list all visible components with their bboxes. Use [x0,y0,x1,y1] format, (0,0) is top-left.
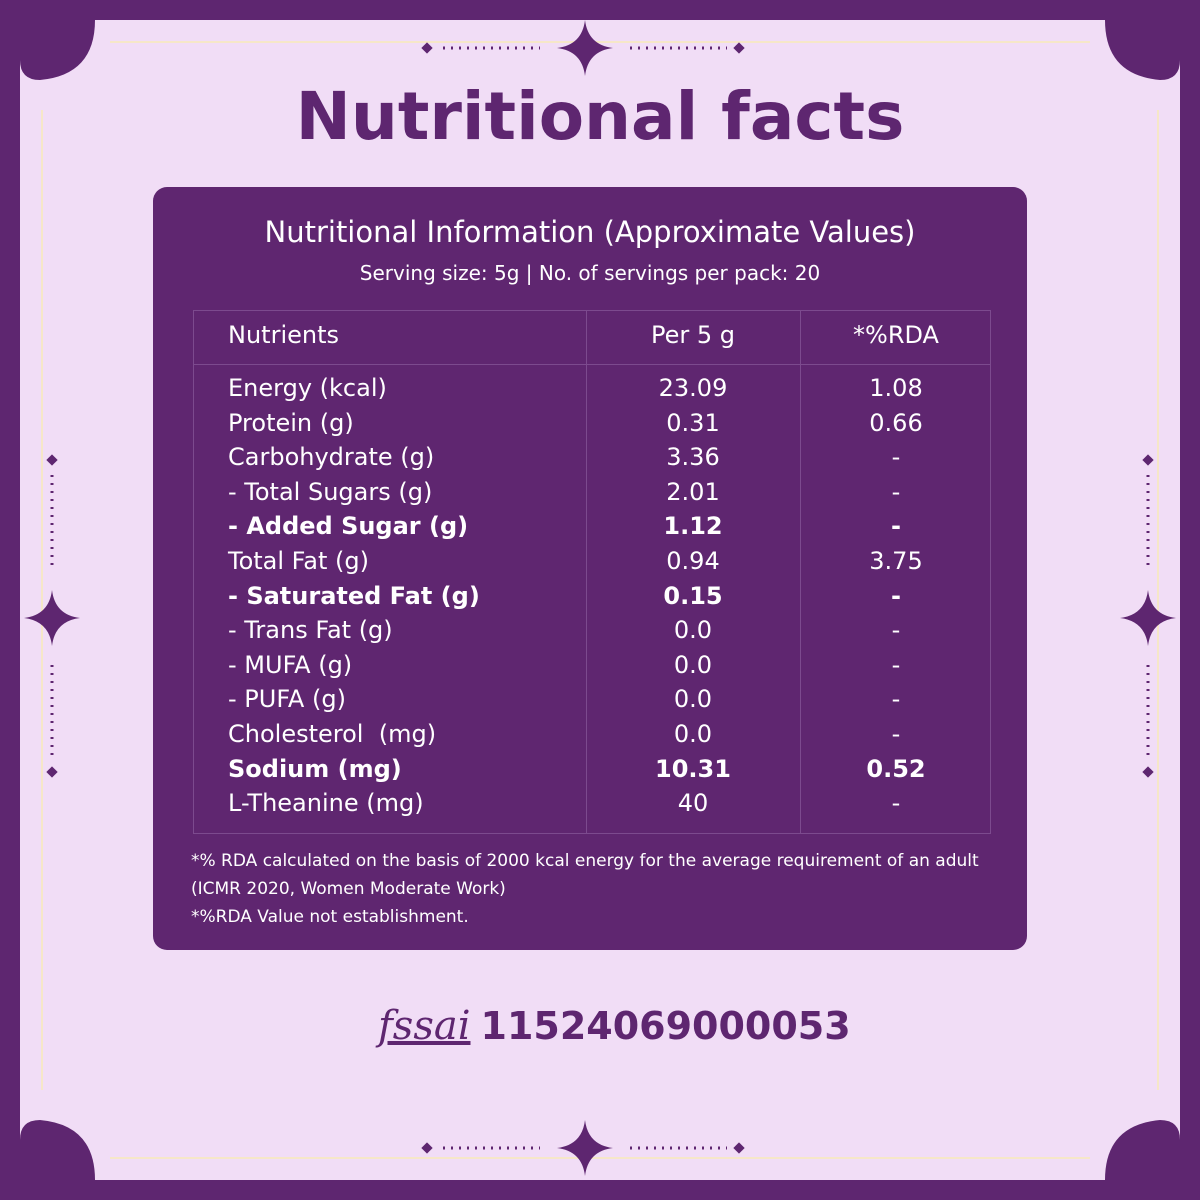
nutrient-value: 0.0 [673,650,713,679]
nutrient-name: Carbohydrate (g) [228,443,435,472]
panel-subtitle: Serving size: 5g | No. of servings per p… [359,261,821,285]
column-header: Nutrients [228,321,339,349]
nutrient-name: - Total Sugars (g) [228,477,433,506]
nutrient-name: - Added Sugar (g) [228,512,469,541]
nutrient-name: Energy (kcal) [228,374,387,402]
nutrient-name: Cholesterol (mg) [228,720,437,748]
nutrient-name: L-Theanine (mg) [228,789,424,818]
nutrient-value: 2.01 [666,477,720,506]
header-divider [194,364,990,365]
nutrient-value: 0.15 [663,581,723,610]
nutrient-value: 3.75 [869,547,923,575]
nutrient-value: 1.08 [869,374,923,402]
nutrient-value: 40 [677,789,709,818]
license-number: 11524069000053 [480,1004,851,1048]
nutrient-value: 0.0 [673,720,713,748]
nutrient-value: 0.31 [666,408,720,437]
nutrient-value: 3.36 [666,443,720,472]
nutrient-value: - [891,685,901,714]
nutrient-value: 0.0 [673,616,713,645]
nutrient-name: Protein (g) [228,408,354,437]
nutrient-name: Total Fat (g) [228,547,369,575]
nutrient-value: - [891,789,901,818]
nutrient-value: 0.0 [673,685,713,714]
footnote: (ICMR 2020, Women Moderate Work) [191,879,506,899]
nutrient-value: - [891,477,901,506]
nutrient-name: - Trans Fat (g) [228,616,393,645]
nutrient-value: - [891,512,901,541]
nutrient-name: - Saturated Fat (g) [228,581,480,610]
nutrient-value: - [891,650,901,679]
nutrient-value: 10.31 [655,754,731,783]
title: Nutritional facts [295,78,905,155]
footnote: *% RDA calculated on the basis of 2000 k… [191,851,979,871]
nutrient-value: 0.66 [869,408,923,437]
footnote: *%RDA Value not establishment. [191,907,469,927]
nutrient-value: - [891,616,901,645]
nutrient-value: 1.12 [663,512,723,541]
nutrient-name: - MUFA (g) [228,650,353,679]
column-header: Per 5 g [650,321,735,349]
table: Nutrients Per 5 g *%RDA Energy (kcal) 23.09 1… [193,310,991,834]
column-header: *%RDA [853,321,939,349]
nutrient-value: 0.94 [666,547,720,575]
nutrient-name: Sodium (mg) [228,754,402,783]
nutrient-value: 0.52 [866,754,926,783]
nutrient-name: - PUFA (g) [228,685,346,714]
nutrient-value: - [891,443,901,472]
column-divider [586,311,587,833]
nutrient-value: - [891,581,901,610]
panel: Nutritional Information (Approximate Val… [153,187,1027,950]
footer: fssai 11524069000053 [378,1003,851,1049]
nutrient-value: - [891,720,901,748]
column-divider [800,311,801,833]
logo: fssai [378,1003,471,1049]
panel-title: Nutritional Information (Approximate Val… [264,215,916,249]
nutrient-value: 23.09 [658,374,728,402]
